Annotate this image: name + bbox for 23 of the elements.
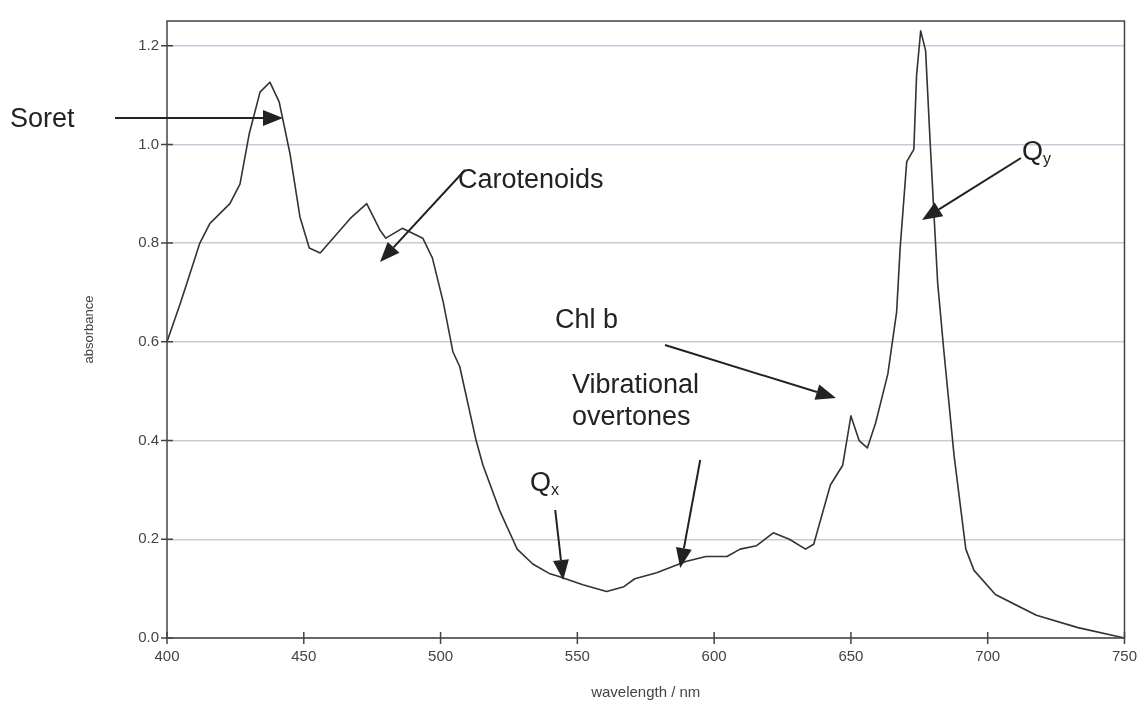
x-tick-label: 750 xyxy=(1111,647,1137,665)
annotation: Q$_{x}$ xyxy=(530,466,560,500)
x-tick-label: 500 xyxy=(428,647,454,665)
y-axis-title: absorbance xyxy=(81,295,97,364)
x-tick-label: 450 xyxy=(291,647,317,665)
x-tick-label: 400 xyxy=(154,647,180,665)
y-tick-label: 0.8 xyxy=(138,233,159,251)
x-tick-label: 650 xyxy=(838,647,864,665)
annotation: Chl b xyxy=(555,303,619,335)
y-tick-label: 0.6 xyxy=(138,331,159,349)
y-tick-label: 1.2 xyxy=(138,35,159,53)
x-tick-label: 700 xyxy=(975,647,1001,665)
x-tick-label: 600 xyxy=(701,647,727,665)
text: Soret xyxy=(10,102,75,134)
x-axis-title: wavelength / nm xyxy=(590,683,701,701)
annotation: Q$_{y}$ xyxy=(1022,135,1052,169)
x-tick-label: 550 xyxy=(564,647,590,665)
annotation: Carotenoids xyxy=(458,163,604,195)
y-tick-label: 0.4 xyxy=(138,430,159,448)
y-tick-label: 1.0 xyxy=(138,134,159,152)
y-tick-label: 0.0 xyxy=(138,628,159,646)
y-tick-label: 0.2 xyxy=(138,529,159,547)
annotation: Vibrational overtones xyxy=(572,368,701,432)
